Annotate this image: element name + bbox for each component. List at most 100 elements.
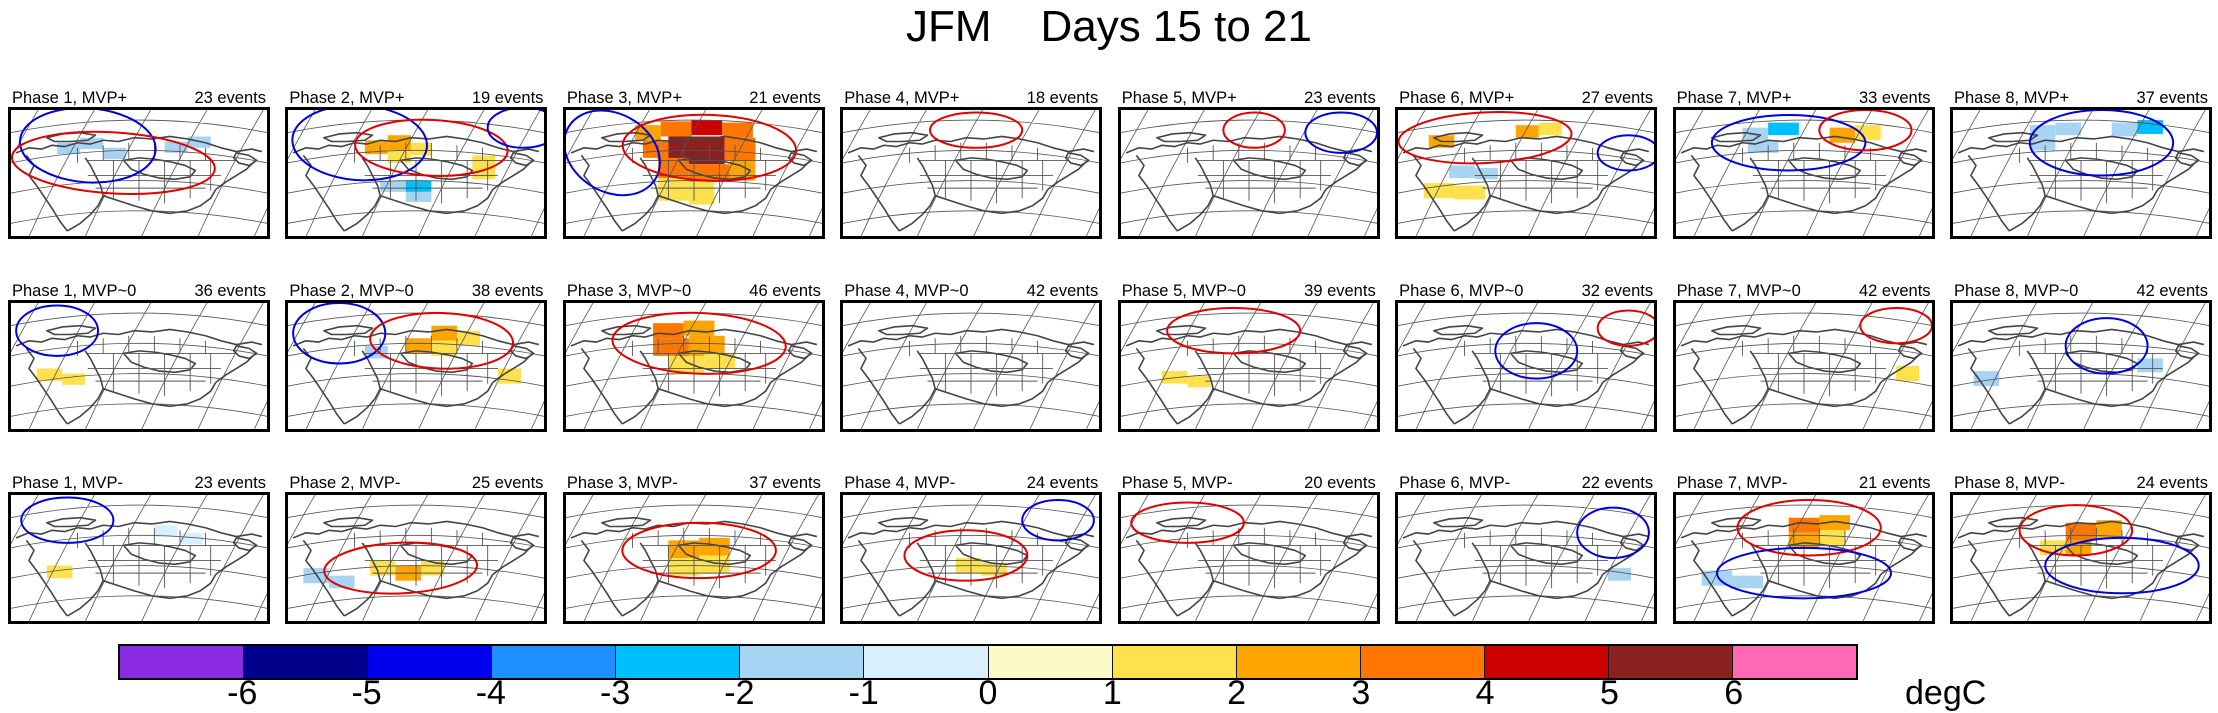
colorbar-tick: -4 (475, 674, 506, 712)
panel-header: Phase 7, MVP+ 33 events (1673, 88, 1935, 108)
map-panel: Phase 4, MVP~0 42 events (840, 281, 1103, 432)
colorbar-segment (864, 646, 989, 678)
colorbar-segment (1733, 646, 1857, 678)
panel-event-count: 23 events (194, 89, 266, 107)
panel-header: Phase 7, MVP- 21 events (1673, 473, 1935, 493)
panel-phase-label: Phase 8, MVP~0 (1954, 281, 2079, 300)
panel-event-count: 22 events (1581, 474, 1654, 492)
panel-phase-label: Phase 1, MVP~0 (12, 281, 137, 300)
panel-header: Phase 6, MVP+ 27 events (1395, 88, 1657, 108)
map-panel: Phase 4, MVP- 24 events (840, 473, 1103, 624)
colorbar-segment (1484, 646, 1609, 678)
panel-phase-label: Phase 7, MVP~0 (1676, 281, 1801, 300)
colorbar-segment (244, 646, 369, 678)
panel-phase-label: Phase 3, MVP+ (566, 89, 682, 107)
panel-header: Phase 8, MVP- 24 events (1950, 473, 2212, 493)
colorbar-segment (368, 646, 493, 678)
map-canvas (1672, 299, 1935, 432)
map-panel: Phase 7, MVP- 21 events (1672, 473, 1935, 624)
map-canvas (840, 299, 1103, 432)
map-panel: Phase 2, MVP- 25 events (285, 473, 548, 624)
map-canvas (285, 107, 548, 239)
map-panel: Phase 3, MVP+ 21 events (562, 88, 825, 239)
map-canvas (1395, 107, 1658, 239)
panel-header: Phase 4, MVP~0 42 events (840, 281, 1102, 301)
panel-phase-label: Phase 4, MVP~0 (844, 281, 969, 300)
map-canvas (562, 107, 825, 239)
panel-header: Phase 4, MVP+ 18 events (840, 88, 1102, 108)
panel-header: Phase 5, MVP- 20 events (1118, 473, 1380, 493)
panel-phase-label: Phase 3, MVP- (566, 474, 678, 492)
map-canvas (562, 299, 825, 432)
map-canvas (1117, 492, 1380, 624)
panel-phase-label: Phase 7, MVP+ (1676, 89, 1792, 107)
panel-header: Phase 8, MVP~0 42 events (1950, 281, 2212, 301)
panel-phase-label: Phase 8, MVP- (1954, 474, 2065, 492)
map-panel: Phase 6, MVP- 22 events (1395, 473, 1658, 624)
map-canvas (1950, 107, 2212, 239)
panel-phase-label: Phase 6, MVP- (1399, 474, 1511, 492)
map-canvas (1950, 299, 2212, 432)
map-canvas (1672, 492, 1935, 624)
colorbar-tick: -1 (848, 674, 879, 712)
panel-header: Phase 3, MVP- 37 events (563, 473, 825, 493)
map-panel: Phase 6, MVP~0 32 events (1395, 281, 1658, 432)
panel-header: Phase 1, MVP- 23 events (8, 473, 270, 493)
panel-event-count: 36 events (194, 281, 266, 300)
panel-phase-label: Phase 2, MVP+ (289, 89, 405, 107)
map-panel: Phase 2, MVP+ 19 events (285, 88, 548, 239)
map-canvas (1117, 299, 1380, 432)
map-panel: Phase 5, MVP~0 39 events (1117, 281, 1380, 432)
panel-event-count: 18 events (1026, 89, 1099, 107)
panel-phase-label: Phase 2, MVP~0 (289, 281, 414, 300)
panel-phase-label: Phase 1, MVP- (12, 474, 123, 492)
map-panel: Phase 5, MVP+ 23 events (1117, 88, 1380, 239)
colorbar-tick: -6 (227, 674, 258, 712)
map-panel: Phase 8, MVP+ 37 events (1950, 88, 2212, 239)
map-panel: Phase 3, MVP- 37 events (562, 473, 825, 624)
panel-header: Phase 5, MVP~0 39 events (1118, 281, 1380, 301)
map-panel: Phase 1, MVP- 23 events (8, 473, 270, 624)
colorbar-tick: -3 (600, 674, 631, 712)
panel-event-count: 46 events (749, 281, 821, 300)
map-panel: Phase 7, MVP~0 42 events (1672, 281, 1935, 432)
colorbar-tick: -2 (724, 674, 755, 712)
panel-event-count: 32 events (1581, 281, 1654, 300)
map-canvas (8, 492, 270, 624)
colorbar-segment (616, 646, 741, 678)
panel-phase-label: Phase 5, MVP~0 (1121, 281, 1246, 300)
panel-phase-label: Phase 4, MVP+ (844, 89, 960, 107)
panel-event-count: 42 events (1859, 281, 1931, 300)
colorbar-segment (120, 646, 245, 678)
colorbar-tick: 6 (1724, 674, 1744, 712)
map-canvas (562, 492, 825, 624)
panel-event-count: 37 events (2136, 89, 2208, 107)
panel-event-count: 37 events (749, 474, 821, 492)
panel-header: Phase 1, MVP~0 36 events (8, 281, 270, 301)
panel-grid: Phase 1, MVP+ 23 events Phase 2, MVP+ 19 ev… (8, 88, 2212, 624)
panel-header: Phase 1, MVP+ 23 events (8, 88, 270, 108)
panel-header: Phase 2, MVP~0 38 events (285, 281, 547, 301)
colorbar-segment (492, 646, 617, 678)
map-canvas (8, 107, 270, 239)
panel-event-count: 21 events (749, 89, 821, 107)
map-canvas (1395, 299, 1658, 432)
colorbar (118, 644, 1858, 680)
panel-phase-label: Phase 8, MVP+ (1954, 89, 2070, 107)
panel-event-count: 33 events (1859, 89, 1931, 107)
panel-header: Phase 6, MVP- 22 events (1395, 473, 1657, 493)
panel-phase-label: Phase 5, MVP- (1121, 474, 1233, 492)
colorbar-tick: 0 (978, 674, 998, 712)
colorbar-segment (1360, 646, 1485, 678)
panel-header: Phase 2, MVP+ 19 events (285, 88, 547, 108)
panel-event-count: 39 events (1304, 281, 1376, 300)
panel-event-count: 23 events (194, 474, 266, 492)
map-canvas (1395, 492, 1658, 624)
colorbar-segment (1608, 646, 1734, 678)
panel-phase-label: Phase 3, MVP~0 (566, 281, 692, 300)
colorbar-tick: -5 (351, 674, 382, 712)
map-panel: Phase 2, MVP~0 38 events (285, 281, 548, 432)
colorbar-segment (1112, 646, 1237, 678)
colorbar-tick: 2 (1227, 674, 1247, 712)
panel-header: Phase 2, MVP- 25 events (285, 473, 547, 493)
